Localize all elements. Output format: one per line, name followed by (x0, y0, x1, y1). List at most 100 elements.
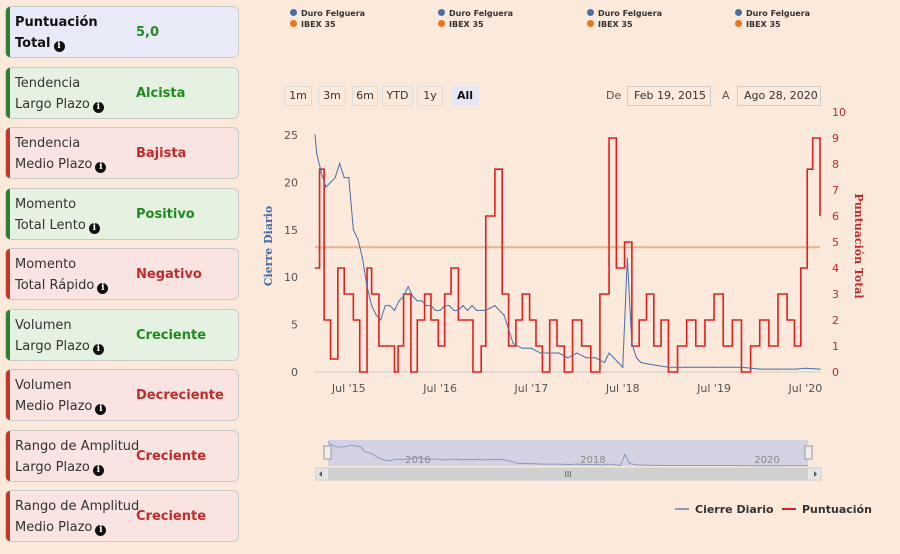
to-date-input[interactable]: Ago 28, 2020 (737, 86, 821, 106)
card-label: Puntuación Total i (15, 12, 98, 54)
y2-tick-label: 3 (832, 288, 839, 301)
x-tick-label: Jul '16 (422, 382, 457, 395)
price-point (407, 286, 409, 288)
sidebar-card-1: Tendencia Largo Plazo i Alcista (5, 67, 239, 119)
range-button-6m[interactable]: 6m (352, 86, 378, 106)
sidebar-card-6: Volumen Medio Plazo i Decreciente (5, 369, 239, 421)
legend-label: IBEX 35 (449, 20, 484, 29)
from-date-input[interactable]: Feb 19, 2015 (627, 86, 711, 106)
price-point (384, 305, 386, 307)
card-label-line1: Rango de Amplitud (15, 499, 140, 514)
y2-tick-label: 2 (832, 314, 839, 327)
legend-entry[interactable]: IBEX 35 (587, 19, 662, 30)
price-point (759, 368, 761, 370)
card-accent-bar (6, 7, 10, 57)
legend-entry[interactable]: Duro Felguera (735, 8, 810, 19)
card-label-line1: Volumen (15, 378, 72, 393)
from-label: De (606, 89, 622, 102)
legend-item-score[interactable]: Puntuación (782, 503, 872, 516)
price-point (466, 309, 469, 311)
to-label: A (722, 89, 730, 102)
legend-label: Duro Felguera (598, 9, 663, 18)
price-series-line (314, 134, 821, 370)
card-accent-bar (6, 491, 10, 541)
legend-line-score (782, 508, 796, 510)
y2-tick-label: 7 (832, 184, 839, 197)
info-icon[interactable]: i (92, 344, 104, 355)
price-point (393, 309, 396, 311)
info-icon[interactable]: i (88, 223, 100, 234)
x-tick-label: Jul '15 (331, 382, 366, 395)
price-point (361, 257, 364, 259)
price-point (476, 309, 478, 311)
card-value: Negativo (136, 266, 202, 282)
card-accent-bar (6, 431, 10, 481)
price-point (444, 305, 446, 307)
range-button-3m[interactable]: 3m (318, 86, 346, 106)
card-accent-bar (6, 370, 10, 420)
price-point (549, 352, 551, 354)
y2-tick-label: 4 (832, 262, 839, 275)
card-value: Decreciente (136, 387, 224, 403)
scroll-right-icon[interactable] (814, 471, 817, 477)
navigator-selected-range[interactable] (328, 440, 808, 466)
price-point (558, 352, 560, 354)
score-series-line (315, 137, 821, 373)
navigator-year-label: 2016 (405, 455, 430, 466)
legend-entry[interactable]: Duro Felguera (587, 8, 662, 19)
legend-entry[interactable]: Duro Felguera (290, 8, 365, 19)
info-icon[interactable]: i (95, 525, 107, 536)
legend-entry[interactable]: IBEX 35 (735, 19, 810, 30)
y-tick-label: 5 (291, 319, 298, 332)
info-icon[interactable]: i (95, 162, 107, 173)
card-label-line2: Total Rápido (15, 278, 95, 293)
legend-label: Duro Felguera (746, 9, 811, 18)
blue-dot-icon (438, 9, 445, 16)
price-point (804, 367, 806, 369)
price-point (795, 368, 797, 370)
card-label-line2: Largo Plazo (15, 460, 90, 475)
legend-entry[interactable]: IBEX 35 (438, 19, 513, 30)
range-button-1y[interactable]: 1y (417, 86, 443, 106)
legend-item-price[interactable]: Cierre Diario (675, 503, 774, 516)
top-legend-3[interactable]: Duro Felguera IBEX 35 (735, 8, 810, 30)
price-point (398, 300, 400, 302)
navigator-handle-right[interactable] (804, 445, 813, 460)
scroll-grip-icon[interactable]: III (564, 470, 571, 479)
price-point (494, 305, 496, 307)
info-icon[interactable]: i (92, 102, 104, 113)
sidebar-card-8: Rango de Amplitud Medio Plazo i Creciente (5, 490, 239, 542)
card-value: Bajista (136, 145, 187, 161)
top-legend-1[interactable]: Duro Felguera IBEX 35 (438, 8, 513, 30)
info-icon[interactable]: i (92, 465, 104, 476)
card-label-line2: Medio Plazo (15, 157, 93, 172)
legend-entry[interactable]: Duro Felguera (438, 8, 513, 19)
price-point (713, 366, 715, 368)
price-point (357, 238, 359, 240)
y-tick-label: 15 (284, 224, 298, 237)
info-icon[interactable]: i (97, 283, 109, 294)
scrollbar-thumb[interactable] (328, 468, 808, 480)
top-legend-0[interactable]: Duro Felguera IBEX 35 (290, 8, 365, 30)
price-point (434, 309, 437, 311)
navigator-year-label: 2020 (754, 455, 779, 466)
price-point (462, 305, 464, 307)
legend-entry[interactable]: IBEX 35 (290, 19, 365, 30)
top-legend-2[interactable]: Duro Felguera IBEX 35 (587, 8, 662, 30)
y2-axis-title: Puntuación Total (852, 193, 865, 298)
navigator-handle-left[interactable] (323, 445, 332, 460)
y-tick-label: 0 (291, 366, 298, 379)
blue-dot-icon (735, 9, 742, 16)
card-label-line2: Largo Plazo (15, 339, 90, 354)
legend-label-score: Puntuación (802, 503, 872, 516)
range-button-all[interactable]: All (451, 86, 479, 106)
price-point (380, 319, 382, 321)
info-icon[interactable]: i (95, 404, 107, 415)
sidebar-card-0: Puntuación Total i 5,0 (5, 6, 239, 58)
scroll-left-icon[interactable] (319, 471, 322, 477)
range-button-1m[interactable]: 1m (284, 86, 312, 106)
price-point (339, 162, 341, 165)
range-button-ytd[interactable]: YTD (382, 86, 413, 106)
info-icon[interactable]: i (53, 41, 65, 52)
card-label-line2: Total Lento (15, 218, 86, 233)
